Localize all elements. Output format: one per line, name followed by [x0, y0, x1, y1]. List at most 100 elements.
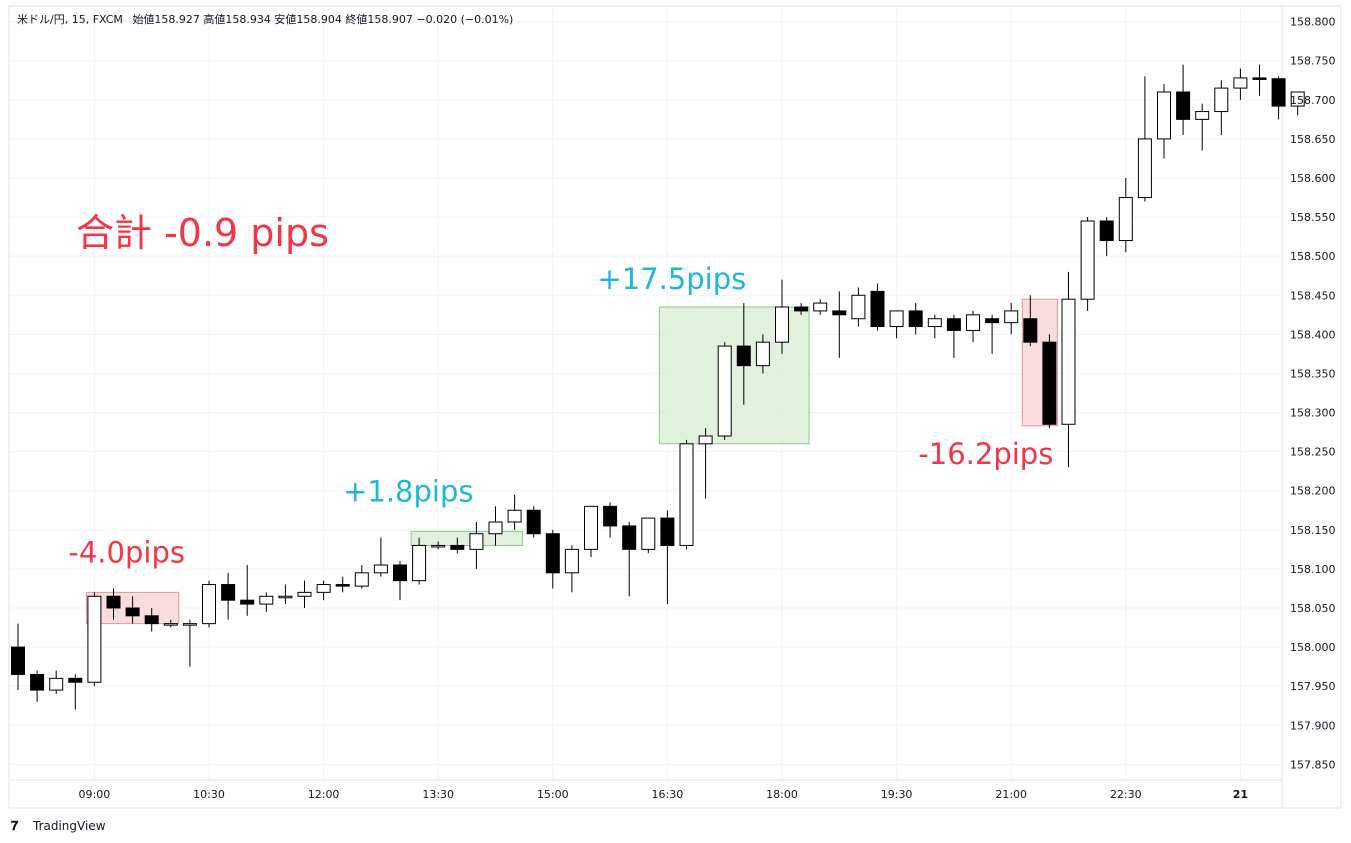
- candle[interactable]: [679, 439, 694, 550]
- candle[interactable]: [259, 592, 274, 612]
- candle[interactable]: [87, 592, 102, 687]
- candle[interactable]: [1080, 217, 1095, 311]
- candle[interactable]: [564, 545, 579, 593]
- candle[interactable]: [622, 522, 637, 597]
- candle[interactable]: [106, 588, 121, 620]
- candle[interactable]: [641, 517, 656, 554]
- price-tick-label: 158.500: [1290, 250, 1336, 263]
- time-tick-label: 21:00: [995, 788, 1027, 801]
- price-tick-label: 157.950: [1290, 680, 1336, 693]
- candle[interactable]: [1233, 68, 1248, 100]
- candle[interactable]: [68, 674, 83, 710]
- candle-body: [316, 584, 331, 593]
- candle[interactable]: [1061, 271, 1076, 468]
- candle[interactable]: [30, 670, 45, 702]
- candle[interactable]: [545, 529, 560, 589]
- price-tick-label: 158.800: [1290, 16, 1336, 29]
- candle[interactable]: [163, 619, 178, 628]
- candle[interactable]: [851, 287, 866, 327]
- candle[interactable]: [11, 623, 25, 691]
- candle-body: [1137, 138, 1152, 199]
- candle[interactable]: [1214, 80, 1229, 135]
- candle[interactable]: [49, 670, 64, 694]
- candle[interactable]: [946, 314, 961, 358]
- price-axis[interactable]: 158.800 158.750 158.700 158.650 158.600 158.5…: [1290, 16, 1336, 772]
- price-tick-label: 158.650: [1290, 133, 1336, 146]
- candle-body: [488, 521, 503, 535]
- price-tick-label: 158.550: [1290, 211, 1336, 224]
- candle[interactable]: [202, 580, 216, 628]
- candle[interactable]: [717, 342, 732, 440]
- candle[interactable]: [1290, 91, 1305, 116]
- candle[interactable]: [144, 608, 159, 632]
- candle[interactable]: [450, 537, 465, 554]
- candle[interactable]: [221, 572, 236, 620]
- candle[interactable]: [813, 299, 828, 315]
- time-tick-label: 09:00: [79, 788, 111, 801]
- candle[interactable]: [1099, 217, 1114, 257]
- candle[interactable]: [373, 537, 388, 577]
- candle-body: [202, 584, 216, 625]
- candle[interactable]: [698, 428, 713, 499]
- candle[interactable]: [507, 494, 522, 530]
- candle[interactable]: [316, 580, 331, 601]
- candle[interactable]: [775, 279, 789, 354]
- candle[interactable]: [889, 310, 904, 339]
- candle[interactable]: [125, 596, 140, 624]
- candle[interactable]: [469, 522, 484, 569]
- candle-body: [832, 310, 847, 316]
- candle[interactable]: [431, 541, 446, 550]
- price-tick-label: 158.700: [1290, 94, 1336, 107]
- price-tick-label: 158.300: [1290, 407, 1336, 420]
- candle[interactable]: [1023, 295, 1038, 347]
- candle-body: [851, 294, 866, 320]
- candle[interactable]: [1157, 84, 1171, 159]
- candle-body: [354, 572, 369, 587]
- time-axis[interactable]: 09:00 10:30 12:00 13:30 15:00 16:30 18:00 19:30…: [79, 788, 1249, 801]
- price-tick-label: 158.150: [1290, 524, 1336, 537]
- candle[interactable]: [927, 314, 942, 339]
- candle[interactable]: [335, 576, 350, 593]
- candle[interactable]: [832, 291, 847, 358]
- candle[interactable]: [526, 506, 541, 538]
- candle[interactable]: [182, 619, 197, 667]
- candle[interactable]: [1176, 64, 1191, 135]
- candle[interactable]: [240, 565, 255, 616]
- candle[interactable]: [1118, 178, 1133, 253]
- candle[interactable]: [488, 506, 503, 546]
- candle-body: [1233, 77, 1248, 89]
- candle[interactable]: [297, 580, 312, 608]
- candle[interactable]: [1137, 76, 1152, 202]
- candle[interactable]: [1004, 303, 1019, 335]
- trade-pips-label-0: -4.0pips: [68, 535, 185, 569]
- candle[interactable]: [1271, 76, 1286, 120]
- candle-body: [660, 517, 675, 546]
- price-tick-label: 158.750: [1290, 55, 1336, 68]
- candle[interactable]: [412, 537, 427, 585]
- candle[interactable]: [393, 561, 407, 601]
- time-tick-label: 21: [1233, 788, 1248, 801]
- candle-body: [545, 533, 560, 574]
- candle[interactable]: [755, 334, 770, 374]
- candle[interactable]: [1195, 103, 1210, 151]
- candle[interactable]: [985, 314, 1000, 354]
- candle[interactable]: [278, 584, 293, 605]
- candle[interactable]: [584, 505, 598, 558]
- candle[interactable]: [660, 510, 675, 605]
- candle[interactable]: [736, 303, 751, 405]
- candle[interactable]: [794, 303, 809, 315]
- candle[interactable]: [354, 565, 369, 589]
- candle[interactable]: [908, 303, 923, 335]
- candle[interactable]: [1252, 64, 1267, 96]
- candle-body: [870, 290, 885, 328]
- candle[interactable]: [966, 310, 980, 343]
- candle-body: [393, 564, 407, 582]
- symbol-title: 米ドル/円, 15, FXCM: [17, 13, 123, 26]
- tradingview-logo[interactable]: 𝟕 TradingView: [11, 819, 106, 834]
- candle[interactable]: [870, 283, 885, 331]
- time-tick-label: 10:30: [193, 788, 225, 801]
- candle[interactable]: [603, 502, 618, 538]
- candlesticks[interactable]: [11, 64, 1305, 710]
- candle[interactable]: [1042, 334, 1057, 429]
